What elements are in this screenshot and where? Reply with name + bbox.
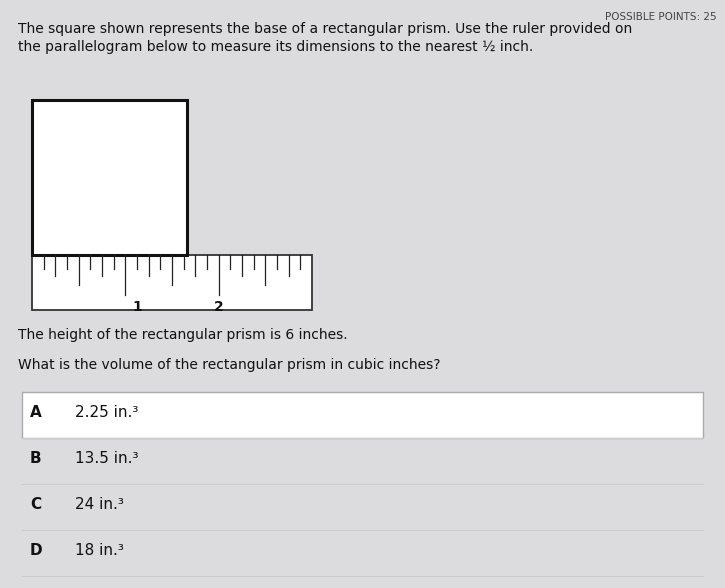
- Bar: [22, 392, 703, 438]
- Bar: [32, 255, 312, 310]
- Text: C: C: [30, 497, 41, 512]
- Text: POSSIBLE POINTS: 25: POSSIBLE POINTS: 25: [605, 12, 717, 22]
- Text: the parallelogram below to measure its dimensions to the nearest ½ inch.: the parallelogram below to measure its d…: [18, 40, 534, 54]
- Text: 13.5 in.³: 13.5 in.³: [75, 451, 138, 466]
- Text: The square shown represents the base of a rectangular prism. Use the ruler provi: The square shown represents the base of …: [18, 22, 632, 36]
- Text: 2.25 in.³: 2.25 in.³: [75, 405, 138, 420]
- Text: 1: 1: [132, 300, 142, 314]
- Text: 18 in.³: 18 in.³: [75, 543, 124, 558]
- Text: The height of the rectangular prism is 6 inches.: The height of the rectangular prism is 6…: [18, 328, 347, 342]
- Text: What is the volume of the rectangular prism in cubic inches?: What is the volume of the rectangular pr…: [18, 358, 441, 372]
- Text: D: D: [30, 543, 43, 558]
- Text: 24 in.³: 24 in.³: [75, 497, 124, 512]
- Text: B: B: [30, 451, 41, 466]
- Text: A: A: [30, 405, 42, 420]
- Bar: [32, 100, 187, 255]
- Text: 2: 2: [214, 300, 223, 314]
